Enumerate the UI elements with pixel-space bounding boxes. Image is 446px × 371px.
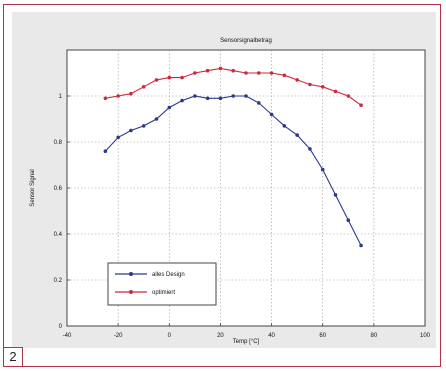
- series-2-point: [180, 75, 184, 80]
- series-2-point: [141, 85, 146, 89]
- legend-label-series-2: optimiert: [152, 290, 175, 296]
- x-tick-label: 80: [371, 333, 378, 339]
- figure-number-badge: 2: [3, 347, 23, 367]
- series-2-point: [295, 78, 299, 82]
- legend-marker-series-2: [129, 290, 133, 294]
- series-2-point: [359, 103, 363, 107]
- series-2-point: [256, 71, 261, 75]
- series-1-point: [193, 94, 197, 98]
- series-1-point: [154, 117, 159, 121]
- series-2-point: [218, 66, 223, 71]
- legend-marker-series-1: [129, 272, 133, 276]
- series-1-point: [282, 124, 287, 128]
- series-1-point: [141, 124, 146, 128]
- y-tick-label: 0.8: [54, 140, 63, 146]
- series-2-point: [231, 68, 236, 73]
- legend-label-series-1: alles Design: [152, 272, 185, 278]
- series-2-point: [103, 96, 108, 101]
- x-tick-label: 0: [168, 333, 172, 339]
- x-tick-label: -20: [114, 333, 123, 339]
- series-2-point: [193, 71, 197, 75]
- chart-title: Sensorsignalbetrag: [220, 38, 272, 44]
- series-1-point: [180, 98, 184, 103]
- y-axis-label: Sensor Signal: [30, 169, 36, 206]
- y-tick-label: 1: [59, 94, 63, 100]
- series-1-point: [103, 149, 108, 153]
- series-1-point: [116, 135, 120, 140]
- x-tick-label: -40: [63, 333, 72, 339]
- series-1-point: [346, 218, 351, 222]
- series-2-point: [333, 89, 338, 94]
- y-tick-label: 0.4: [54, 232, 63, 238]
- series-1-point: [256, 101, 261, 105]
- series-2-point: [269, 71, 274, 75]
- series-2-point: [282, 73, 287, 78]
- series-2-point: [167, 75, 172, 80]
- series-2-point: [346, 94, 351, 98]
- line-chart: -40 -20 0 20 40 60 80 100 0 0.2 0.4 0.6 0.8 1 Sensors…: [30, 38, 431, 345]
- series-2-point: [116, 94, 120, 98]
- x-tick-label: 40: [268, 333, 275, 339]
- x-tick-label: 20: [217, 333, 224, 339]
- series-1-point: [231, 94, 236, 98]
- figure-panel: -40 -20 0 20 40 60 80 100 0 0.2 0.4 0.6 0.8 1 Sensors…: [12, 12, 436, 348]
- series-1-point: [205, 96, 210, 101]
- series-1-point: [320, 167, 325, 172]
- legend-box: [107, 262, 217, 306]
- series-1-point: [269, 112, 274, 117]
- series-1-point: [218, 96, 223, 101]
- series-2-point: [244, 71, 248, 75]
- series-1-point: [359, 243, 363, 248]
- series-2-point: [129, 91, 133, 96]
- series-2-point: [320, 85, 325, 89]
- x-axis-label: Temp [°C]: [233, 339, 260, 345]
- series-1-point: [308, 147, 312, 151]
- series-1-point: [295, 133, 299, 137]
- x-tick-label: 60: [319, 333, 326, 339]
- y-tick-label: 0.6: [54, 186, 63, 192]
- series-2-point: [205, 68, 210, 73]
- x-tick-label: 100: [420, 333, 431, 339]
- y-tick-label: 0: [59, 324, 63, 330]
- series-1-point: [167, 105, 172, 110]
- series-2-point: [308, 82, 312, 87]
- axis-ticks: -40 -20 0 20 40 60 80 100 0 0.2 0.4 0.6 0.8 1: [54, 94, 431, 339]
- series-1-point: [129, 128, 133, 133]
- y-tick-label: 0.2: [54, 278, 63, 284]
- series-layer: [103, 66, 363, 248]
- series-2-point: [154, 78, 159, 82]
- series-1-point: [244, 94, 248, 98]
- legend: alles Design optimiert: [107, 262, 217, 306]
- series-1-point: [333, 193, 338, 197]
